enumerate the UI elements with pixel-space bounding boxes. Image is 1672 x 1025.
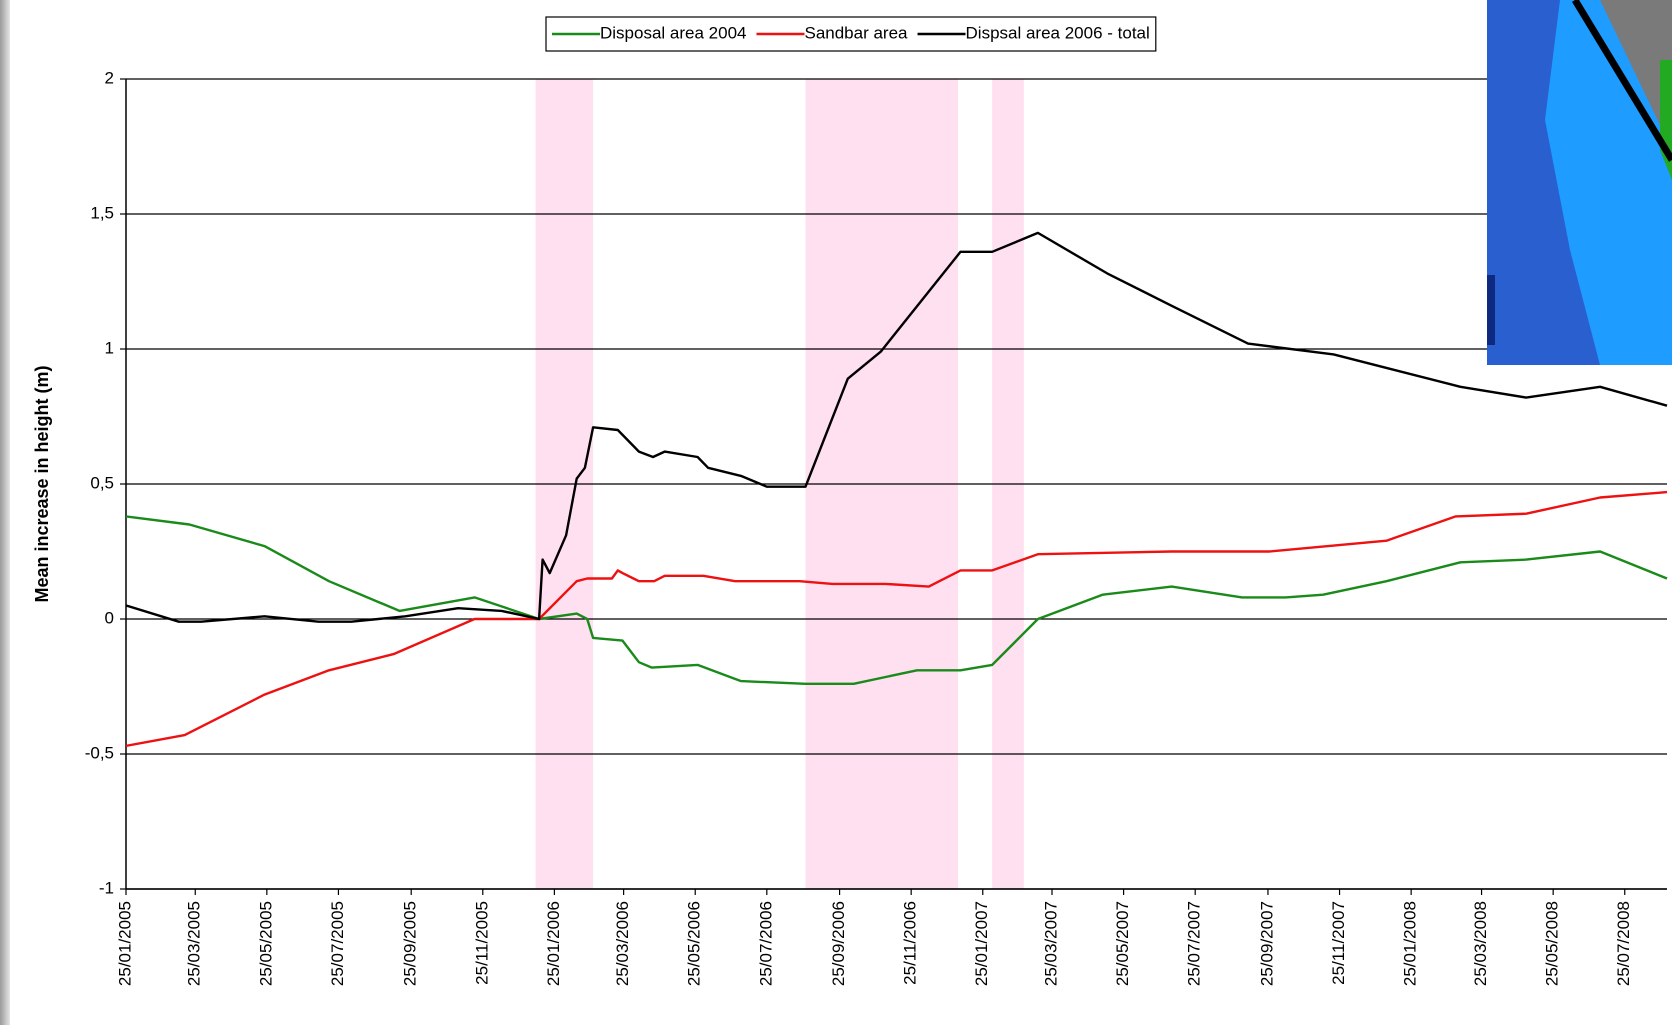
x-tick-label: 25/07/2005: [328, 901, 347, 986]
inset-shallow: [1545, 0, 1672, 365]
x-tick-label: 25/03/2006: [613, 901, 632, 986]
x-tick-label: 25/09/2007: [1257, 901, 1276, 986]
x-tick-label: 25/07/2007: [1185, 901, 1204, 986]
legend-label: Disposal area 2004: [600, 23, 746, 42]
y-axis-label: Mean increase in height (m): [32, 365, 52, 602]
x-tick-label: 25/01/2007: [972, 901, 991, 986]
x-tick-label: 25/11/2007: [1329, 901, 1348, 985]
x-tick-label: 25/01/2008: [1401, 901, 1420, 986]
y-tick-label: 0,5: [90, 473, 114, 492]
series-line: [125, 231, 1668, 623]
inset-boundary: [1572, 0, 1672, 162]
y-tick-label: 1: [105, 338, 114, 357]
y-tick-label: 0: [105, 608, 114, 627]
x-tick-label: 25/03/2007: [1041, 901, 1060, 986]
left-edge: [0, 0, 10, 1025]
legend-box: [545, 16, 1157, 52]
x-tick-label: 25/07/2006: [756, 901, 775, 986]
x-tick-label: 25/09/2006: [829, 901, 848, 986]
y-tick-label: 2: [105, 68, 114, 87]
x-tick-label: 25/03/2005: [185, 901, 204, 986]
inset-land: [1600, 0, 1672, 150]
x-tick-label: 25/05/2005: [256, 901, 275, 986]
x-tick-label: 25/05/2006: [685, 901, 704, 986]
x-tick-label: 25/01/2005: [115, 901, 134, 986]
x-tick-label: 25/03/2008: [1471, 901, 1490, 986]
x-tick-label: 25/01/2006: [544, 901, 563, 986]
x-tick-label: 25/11/2006: [901, 901, 920, 985]
legend-label: Sandbar area: [804, 23, 908, 42]
x-tick-label: 25/05/2007: [1113, 901, 1132, 986]
legend-label: Dispsal area 2006 - total: [966, 23, 1150, 42]
x-tick-label: 25/05/2008: [1543, 901, 1562, 986]
y-tick-label: -0,5: [85, 743, 114, 762]
y-tick-label: -1: [99, 878, 114, 897]
series-line: [125, 490, 1668, 748]
x-tick-label: 25/11/2005: [472, 901, 491, 985]
y-tick-label: 1,5: [90, 203, 114, 222]
series-line: [125, 515, 1668, 685]
x-tick-label: 25/07/2008: [1614, 901, 1633, 986]
inset-dark: [1487, 275, 1495, 345]
legend: Disposal area 2004 Sandbar area Dispsal ar…: [545, 16, 1157, 52]
inset-map: [1487, 0, 1672, 365]
x-tick-label: 25/09/2005: [401, 901, 420, 986]
plot-area: -1 -0,5 0 0,5 1 1,5 2 25/01/2005 25/03/2005 25/05…: [85, 68, 1668, 986]
